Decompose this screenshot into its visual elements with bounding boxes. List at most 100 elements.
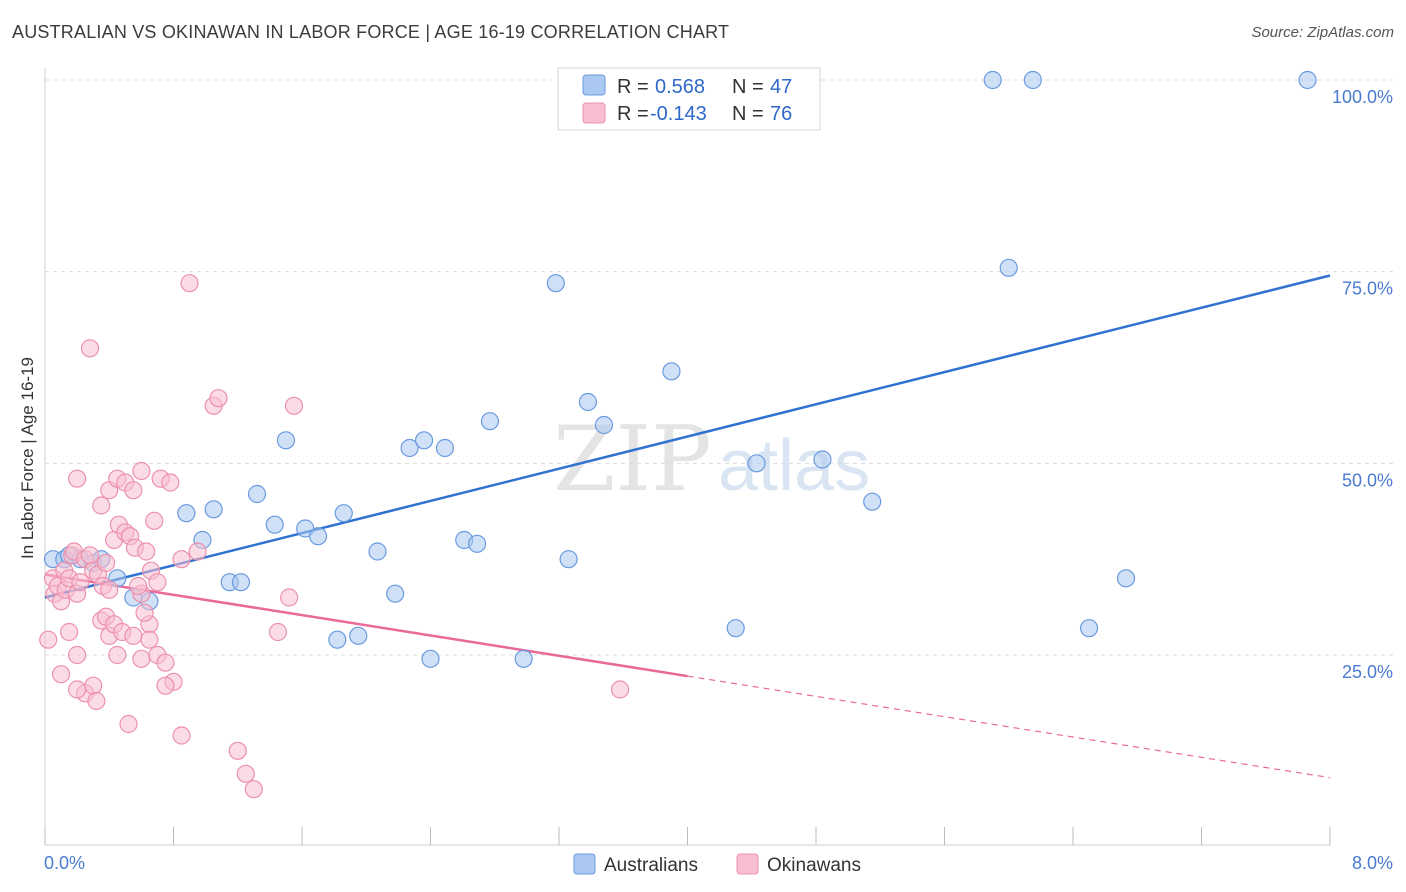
y-axis-label: In Labor Force | Age 16-19 xyxy=(18,357,37,559)
point-australians-19 xyxy=(328,630,347,649)
point-okinawans-52 xyxy=(124,481,143,500)
point-australians-32 xyxy=(546,274,565,293)
legend-swatch-okinawans xyxy=(582,102,606,124)
axes xyxy=(44,68,1331,846)
legend-swatch-australians xyxy=(582,74,606,96)
point-australians-23 xyxy=(386,584,405,603)
legend-n-label-2: N = xyxy=(732,103,764,125)
trend-line-extension-okinawans xyxy=(687,675,1331,779)
point-okinawans-66 xyxy=(284,396,304,415)
y-tick-label-75: 75.0% xyxy=(1342,279,1393,299)
point-australians-33 xyxy=(559,550,578,569)
y-tick-label-100: 100.0% xyxy=(1332,87,1393,107)
point-australians-16 xyxy=(276,431,296,450)
point-australians-30 xyxy=(480,412,500,431)
series-legend-swatch-australians xyxy=(573,853,596,875)
trend-line-okinawans xyxy=(44,573,688,678)
point-okinawans-27 xyxy=(148,573,167,592)
point-okinawans-61 xyxy=(228,741,247,760)
point-australians-29 xyxy=(467,534,487,553)
point-okinawans-36 xyxy=(108,645,127,665)
point-okinawans-60 xyxy=(209,389,228,408)
point-okinawans-75 xyxy=(188,542,207,561)
point-australians-37 xyxy=(726,619,745,638)
stats-legend: R = 0.568 N = 47 R = -0.143 N = 76 xyxy=(557,67,821,131)
watermark-zip: ZIP xyxy=(553,407,712,512)
point-australians-40 xyxy=(863,492,882,511)
legend-n-label-1: N = xyxy=(732,76,764,98)
point-australians-20 xyxy=(334,504,353,523)
legend-n-value-2: 76 xyxy=(770,103,792,125)
chart-source: Source: ZipAtlas.com xyxy=(1251,24,1394,41)
point-australians-27 xyxy=(435,438,455,458)
series-legend-swatch-okinawans xyxy=(736,853,759,875)
point-australians-45 xyxy=(1116,569,1136,588)
point-okinawans-54 xyxy=(145,511,164,530)
point-okinawans-72 xyxy=(135,603,154,622)
point-okinawans-73 xyxy=(140,630,159,649)
point-australians-21 xyxy=(349,626,368,645)
point-okinawans-65 xyxy=(280,588,299,607)
y-tick-labels: 25.0% 50.0% 75.0% 100.0% xyxy=(1332,87,1393,682)
watermark-atlas: atlas xyxy=(718,426,870,506)
point-okinawans-46 xyxy=(68,469,87,488)
point-okinawans-74 xyxy=(156,676,175,695)
point-australians-13 xyxy=(231,573,251,592)
point-australians-42 xyxy=(999,258,1018,277)
legend-r-label-1: R = xyxy=(617,76,649,98)
point-okinawans-47 xyxy=(80,339,100,358)
trend-lines xyxy=(44,274,1331,779)
point-australians-43 xyxy=(1023,70,1042,90)
point-okinawans-64 xyxy=(268,622,288,642)
x-tick-label-min: 0.0% xyxy=(44,853,85,873)
point-australians-34 xyxy=(578,392,598,412)
point-okinawans-40 xyxy=(132,649,151,668)
watermark: ZIP atlas xyxy=(553,407,870,512)
point-australians-26 xyxy=(421,649,440,668)
point-australians-11 xyxy=(204,500,223,519)
point-okinawans-68 xyxy=(51,665,71,684)
point-australians-24 xyxy=(400,438,419,458)
point-australians-38 xyxy=(747,454,766,473)
point-okinawans-11 xyxy=(71,573,90,592)
point-okinawans-18 xyxy=(100,580,119,599)
point-okinawans-39 xyxy=(124,626,143,645)
legend-r-value-1: 0.568 xyxy=(655,76,705,98)
point-okinawans-48 xyxy=(92,496,111,515)
y-tick-label-25: 25.0% xyxy=(1342,662,1393,682)
point-okinawans-67 xyxy=(610,680,630,699)
point-okinawans-69 xyxy=(68,680,87,699)
point-australians-18 xyxy=(308,527,328,546)
point-okinawans-71 xyxy=(129,576,148,596)
point-australians-36 xyxy=(662,362,681,381)
chart-title: AUSTRALIAN VS OKINAWAN IN LABOR FORCE | … xyxy=(12,22,730,42)
point-okinawans-57 xyxy=(172,550,191,569)
point-okinawans-28 xyxy=(59,622,79,642)
point-australians-15 xyxy=(265,515,284,534)
point-okinawans-58 xyxy=(180,274,199,293)
x-tick-label-max: 8.0% xyxy=(1352,853,1393,873)
point-okinawans-53 xyxy=(132,461,151,481)
point-australians-25 xyxy=(414,431,434,450)
point-okinawans-13 xyxy=(80,546,100,565)
trend-line-australians xyxy=(44,274,1331,599)
point-okinawans-38 xyxy=(119,714,138,734)
point-okinawans-17 xyxy=(96,553,116,573)
legend-r-value-2: -0.143 xyxy=(650,103,707,125)
point-okinawans-31 xyxy=(84,676,103,695)
data-points xyxy=(39,70,1317,799)
point-okinawans-29 xyxy=(68,645,87,665)
legend-r-label-2: R = xyxy=(617,103,649,125)
point-okinawans-0 xyxy=(39,630,58,649)
series-legend-okinawans: Okinawans xyxy=(767,855,861,876)
series-legend-australians: Australians xyxy=(604,855,698,876)
point-okinawans-70 xyxy=(87,691,106,711)
point-australians-46 xyxy=(1298,70,1317,90)
legend-n-value-1: 47 xyxy=(770,76,792,98)
point-okinawans-56 xyxy=(161,473,180,492)
point-australians-39 xyxy=(813,450,832,469)
point-australians-22 xyxy=(368,542,387,561)
point-okinawans-45 xyxy=(172,726,191,745)
point-australians-44 xyxy=(1079,619,1099,638)
